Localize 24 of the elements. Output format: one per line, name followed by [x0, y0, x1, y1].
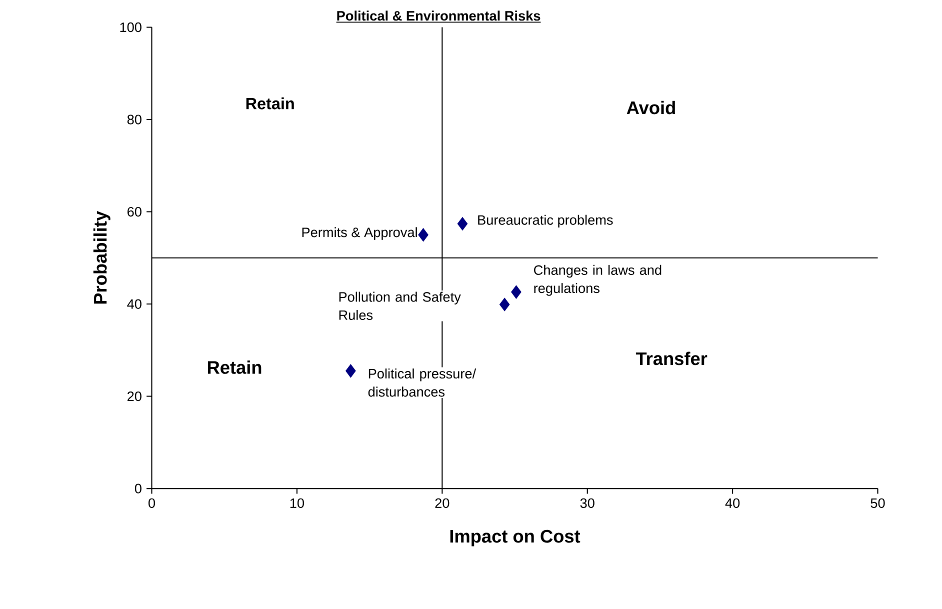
series-label: Changes in laws and regulations	[534, 264, 662, 296]
annotation: Transfer	[636, 352, 708, 366]
x-tick-label: 20	[435, 498, 450, 508]
chart-title: Political & Environmental Risks	[337, 10, 540, 21]
annotation: Retain	[208, 360, 262, 374]
y-tick-label: 100	[120, 22, 142, 32]
series-label: Permits & Approval	[302, 227, 417, 240]
y-tick-label: 80	[127, 114, 142, 124]
annotation: Retain	[246, 97, 294, 110]
y-tick-label: 20	[128, 391, 142, 402]
y-axis-title: Probability	[93, 210, 110, 304]
x-tick-label: 30	[580, 498, 594, 508]
x-tick-label: 50	[870, 498, 885, 508]
series-label: Bureaucratic problems	[478, 214, 613, 228]
y-tick-label: 0	[134, 484, 142, 494]
y-tick-label: 60	[128, 206, 142, 216]
series-label: Political pressure/ disturbances	[368, 368, 476, 397]
text: Pollution and Safety Rules	[339, 292, 461, 320]
x-tick-label: 10	[290, 498, 304, 508]
x-tick-label: 40	[725, 498, 740, 508]
y-tick-label: 40	[127, 299, 142, 309]
annotation: Avoid	[626, 100, 675, 114]
x-axis-title: Impact on Cost	[450, 530, 580, 546]
x-tick-label: 0	[148, 498, 156, 508]
